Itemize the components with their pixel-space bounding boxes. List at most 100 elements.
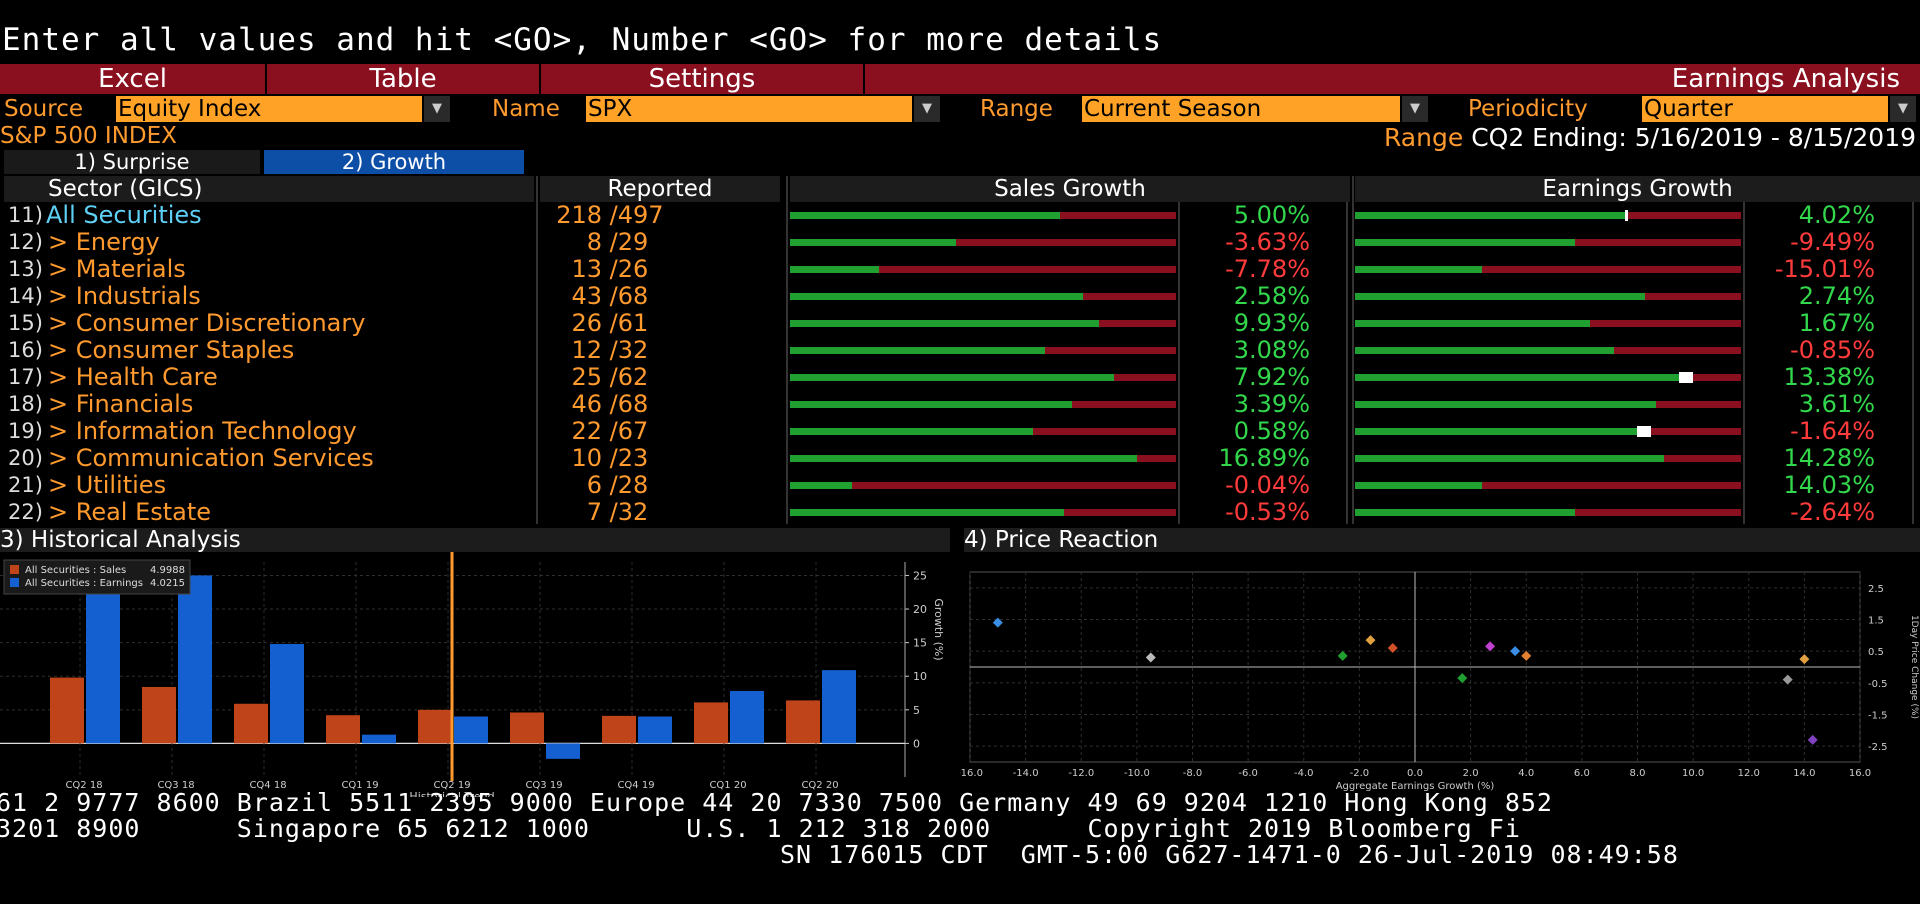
sector-name[interactable]: > Materials xyxy=(48,255,186,283)
x-tick-label: CQ4 18 xyxy=(249,780,286,791)
table-row[interactable]: 13) > Materials 13 /26 -7.78% -15.01% xyxy=(0,256,1920,283)
periodicity-field[interactable]: Quarter xyxy=(1642,96,1888,122)
scatter-point xyxy=(1485,641,1496,652)
sales-growth-bar xyxy=(790,509,1176,516)
x-tick-label: CQ2 20 xyxy=(801,780,838,791)
name-field[interactable]: SPX xyxy=(586,96,912,122)
table-row[interactable]: 19) > Information Technology 22 /67 0.58% -1… xyxy=(0,418,1920,445)
sales-growth-value: 0.58% xyxy=(1233,417,1310,445)
parameter-bar: Source Equity Index ▼ Name SPX ▼ Range C… xyxy=(0,95,1920,123)
sector-name[interactable]: > Industrials xyxy=(48,282,201,310)
row-number: 11) xyxy=(8,203,43,227)
price-reaction-title[interactable]: 4) Price Reaction xyxy=(964,528,1920,552)
y-tick-label: 2.5 xyxy=(1868,584,1884,595)
source-dropdown[interactable]: ▼ xyxy=(424,96,450,122)
earnings-growth-value: 2.74% xyxy=(1798,282,1875,310)
table-row[interactable]: 21) > Utilities 6 /28 -0.04% 14.03% xyxy=(0,472,1920,499)
table-row[interactable]: 17) > Health Care 25 /62 7.92% 13.38% xyxy=(0,364,1920,391)
reported-count: 12 /32 xyxy=(571,336,649,364)
y-tick-label: -2.5 xyxy=(1868,742,1888,753)
table-button[interactable]: Table xyxy=(267,64,541,94)
sector-name[interactable]: > Consumer Staples xyxy=(48,336,295,364)
table-row[interactable]: 14) > Industrials 43 /68 2.58% 2.74% xyxy=(0,283,1920,310)
source-field[interactable]: Equity Index xyxy=(116,96,422,122)
sector-column-header[interactable]: Sector (GICS) xyxy=(4,176,534,202)
table-row[interactable]: 22) > Real Estate 7 /32 -0.53% -2.64% xyxy=(0,499,1920,526)
table-row[interactable]: 11) All Securities 218 /497 5.00% 4.02% xyxy=(0,202,1920,229)
sales-growth-bar xyxy=(790,239,1176,246)
reported-count: 46 /68 xyxy=(571,390,649,418)
earnings-growth-marker xyxy=(1679,372,1694,383)
row-number: 18) xyxy=(8,392,43,416)
x-tick-label: -14.0 xyxy=(1013,768,1039,779)
sales-growth-value: 5.00% xyxy=(1233,201,1310,229)
earnings-column-header[interactable]: Earnings Growth xyxy=(1355,176,1920,202)
earnings-growth-fill xyxy=(1355,320,1591,327)
sector-name[interactable]: > Health Care xyxy=(48,363,218,391)
historical-analysis-title[interactable]: 3) Historical Analysis xyxy=(0,528,950,552)
command-line[interactable]: Enter all values and hit <GO>, Number <G… xyxy=(2,22,1163,58)
earnings-growth-bar xyxy=(1355,320,1741,327)
sector-name[interactable]: > Communication Services xyxy=(48,444,374,472)
table-row[interactable]: 15) > Consumer Discretionary 26 /61 9.93% 1.… xyxy=(0,310,1920,337)
name-dropdown[interactable]: ▼ xyxy=(914,96,940,122)
table-row[interactable]: 18) > Financials 46 /68 3.39% 3.61% xyxy=(0,391,1920,418)
sales-growth-fill xyxy=(790,293,1084,300)
earnings-growth-fill xyxy=(1355,455,1664,462)
sector-name[interactable]: All Securities xyxy=(46,201,202,229)
sector-name[interactable]: > Financials xyxy=(48,390,194,418)
x-tick-label: CQ1 20 xyxy=(709,780,746,791)
legend-swatch xyxy=(10,565,19,574)
earnings-bar xyxy=(822,670,856,744)
earnings-growth-value: -0.85% xyxy=(1790,336,1875,364)
x-tick-label: 12.0 xyxy=(1738,768,1760,779)
sector-name[interactable]: > Real Estate xyxy=(48,498,212,526)
sector-name[interactable]: > Information Technology xyxy=(48,417,357,445)
legend-swatch xyxy=(10,578,19,587)
reported-count: 218 /497 xyxy=(556,201,664,229)
y-tick-label: 25 xyxy=(913,569,927,582)
table-row[interactable]: 20) > Communication Services 10 /23 16.89% 1… xyxy=(0,445,1920,472)
name-label: Name xyxy=(492,96,560,122)
x-tick-label: -8.0 xyxy=(1183,768,1203,779)
x-tick-label: 6.0 xyxy=(1574,768,1590,779)
sales-growth-fill xyxy=(790,428,1034,435)
tab-surprise[interactable]: 1) Surprise xyxy=(4,150,260,174)
sales-column-header[interactable]: Sales Growth xyxy=(790,176,1350,202)
x-tick-label: CQ3 19 xyxy=(525,780,562,791)
row-number: 17) xyxy=(8,365,43,389)
sales-growth-value: 3.39% xyxy=(1233,390,1310,418)
y-tick-label: 1.5 xyxy=(1868,616,1884,627)
y-axis-label: Growth (%) xyxy=(932,598,945,660)
row-number: 14) xyxy=(8,284,43,308)
earnings-growth-bar xyxy=(1355,455,1741,462)
sector-name[interactable]: > Energy xyxy=(48,228,160,256)
reported-count: 6 /28 xyxy=(586,471,649,499)
earnings-growth-value: 4.02% xyxy=(1798,201,1875,229)
x-tick-label: -10.0 xyxy=(1124,768,1150,779)
sales-growth-value: 2.58% xyxy=(1233,282,1310,310)
range-field[interactable]: Current Season xyxy=(1082,96,1400,122)
earnings-bar xyxy=(454,716,488,744)
range-dropdown[interactable]: ▼ xyxy=(1402,96,1428,122)
value-box-divider xyxy=(1912,202,1914,524)
earnings-growth-value: -2.64% xyxy=(1790,498,1875,526)
earnings-growth-bar xyxy=(1355,347,1741,354)
table-row[interactable]: 16) > Consumer Staples 12 /32 3.08% -0.85% xyxy=(0,337,1920,364)
sector-name[interactable]: > Consumer Discretionary xyxy=(48,309,366,337)
range-info-value: CQ2 Ending: 5/16/2019 - 8/15/2019 xyxy=(1471,123,1916,152)
reported-column-header[interactable]: Reported xyxy=(540,176,780,202)
scatter-point xyxy=(1457,673,1468,684)
excel-button[interactable]: Excel xyxy=(0,64,267,94)
periodicity-dropdown[interactable]: ▼ xyxy=(1890,96,1916,122)
settings-button[interactable]: Settings xyxy=(541,64,865,94)
earnings-growth-fill xyxy=(1355,293,1645,300)
row-number: 22) xyxy=(8,500,43,524)
table-row[interactable]: 12) > Energy 8 /29 -3.63% -9.49% xyxy=(0,229,1920,256)
tab-growth[interactable]: 2) Growth xyxy=(264,150,524,174)
sales-growth-bar xyxy=(790,455,1176,462)
sales-growth-value: 3.08% xyxy=(1233,336,1310,364)
range-info: Range CQ2 Ending: 5/16/2019 - 8/15/2019 xyxy=(1384,123,1916,152)
row-number: 20) xyxy=(8,446,43,470)
sector-name[interactable]: > Utilities xyxy=(48,471,167,499)
